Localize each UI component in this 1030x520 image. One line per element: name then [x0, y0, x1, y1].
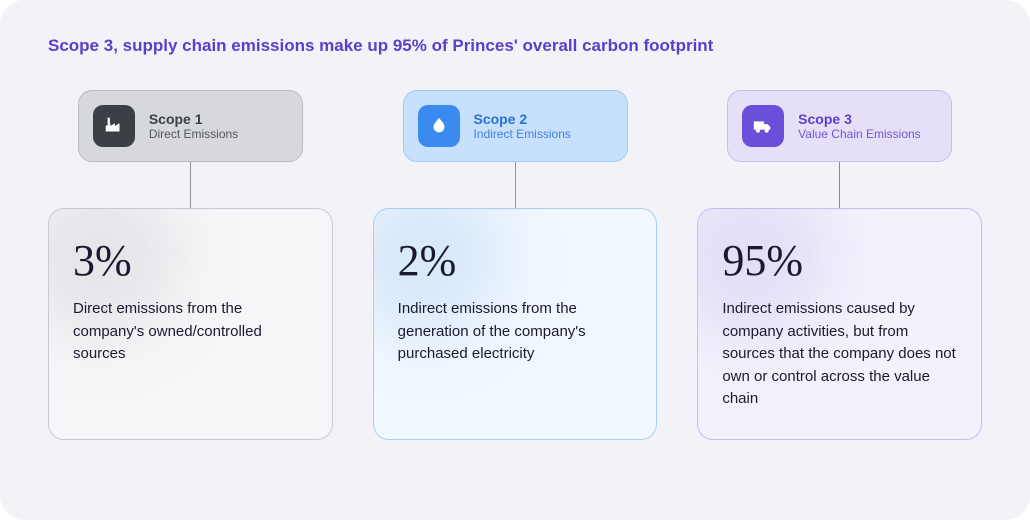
scope3-detail-card: 95% Indirect emissions caused by company… [697, 208, 982, 440]
scope3-label: Scope 3 [798, 111, 921, 127]
scope3-subtitle: Value Chain Emissions [798, 127, 921, 141]
scope1-subtitle: Direct Emissions [149, 127, 238, 141]
infographic-canvas: Scope 3, supply chain emissions make up … [0, 0, 1030, 520]
scope2-description: Indirect emissions from the generation o… [398, 298, 633, 366]
scope3-header-card: Scope 3 Value Chain Emissions [727, 90, 952, 162]
scope2-label: Scope 2 [474, 111, 571, 127]
scope-column-2: Scope 2 Indirect Emissions 2% Indirect e… [373, 90, 658, 440]
scope-column-3: Scope 3 Value Chain Emissions 95% Indire… [697, 90, 982, 440]
scope1-connector [190, 162, 191, 208]
scope3-header-texts: Scope 3 Value Chain Emissions [798, 111, 921, 141]
scope2-header-texts: Scope 2 Indirect Emissions [474, 111, 571, 141]
scope1-label: Scope 1 [149, 111, 238, 127]
scope1-percent: 3% [73, 235, 308, 286]
scope2-detail-card: 2% Indirect emissions from the generatio… [373, 208, 658, 440]
scope2-connector [515, 162, 516, 208]
scope3-connector [839, 162, 840, 208]
scope3-description: Indirect emissions caused by company act… [722, 298, 957, 411]
scope2-header-card: Scope 2 Indirect Emissions [403, 90, 628, 162]
scope1-header-card: Scope 1 Direct Emissions [78, 90, 303, 162]
scope1-header-texts: Scope 1 Direct Emissions [149, 111, 238, 141]
truck-icon [742, 105, 784, 147]
scope2-subtitle: Indirect Emissions [474, 127, 571, 141]
scope3-percent: 95% [722, 235, 957, 286]
factory-icon [93, 105, 135, 147]
page-title: Scope 3, supply chain emissions make up … [48, 36, 982, 56]
scope1-detail-card: 3% Direct emissions from the company's o… [48, 208, 333, 440]
scope-column-1: Scope 1 Direct Emissions 3% Direct emiss… [48, 90, 333, 440]
scope1-description: Direct emissions from the company's owne… [73, 298, 308, 366]
scope2-percent: 2% [398, 235, 633, 286]
scope-columns: Scope 1 Direct Emissions 3% Direct emiss… [48, 90, 982, 440]
droplet-icon [418, 105, 460, 147]
